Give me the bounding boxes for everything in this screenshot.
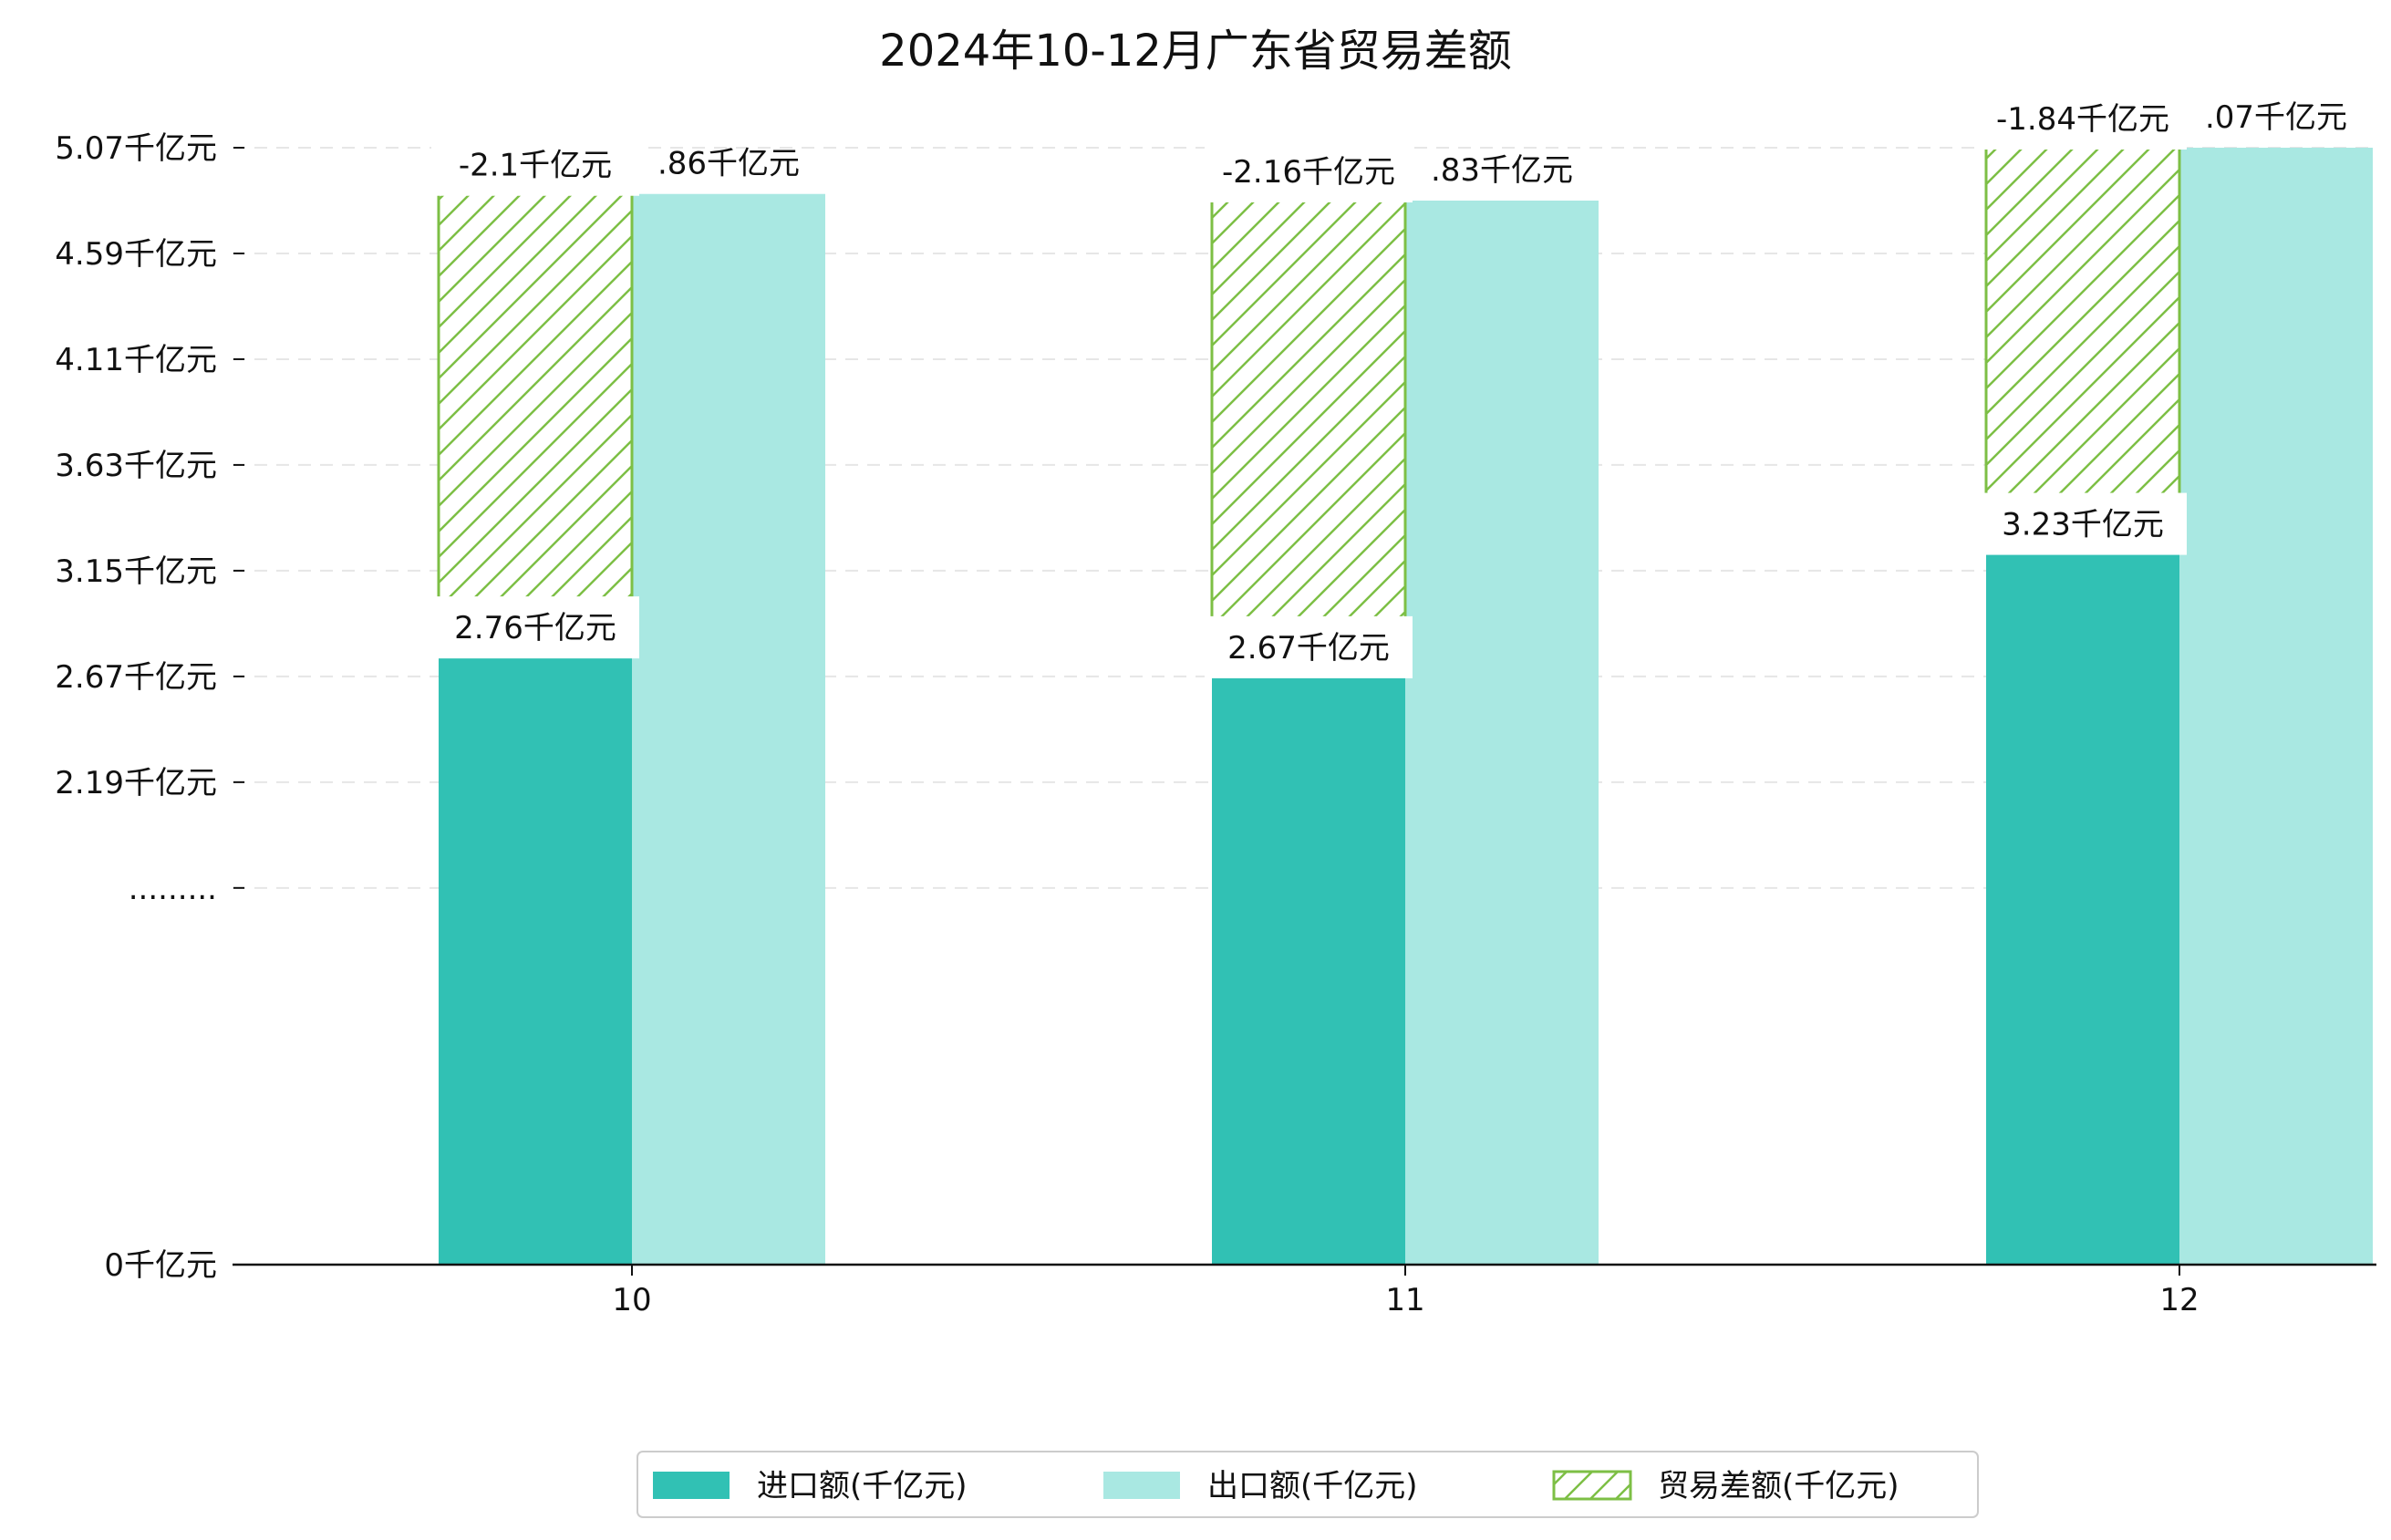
bar-label: .07千亿元 [2205,99,2347,136]
bar-label: .83千亿元 [1431,152,1573,189]
bar-label: -1.84千亿元 [1996,101,2169,138]
bar-label-background [431,596,639,659]
bar-export [2179,148,2373,1265]
legend-swatch [1552,1470,1632,1501]
legend: 进口额(千亿元) 出口额(千亿元) 贸易差额(千亿元) [637,1451,1979,1518]
bar-trade-balance [1984,146,2181,555]
bar-label-background [1205,615,1413,678]
y-tick-label: 3.63千亿元 [55,448,217,484]
bar-label: 2.76千亿元 [454,610,616,646]
bar-label: -2.1千亿元 [459,148,612,184]
axes: 0千亿元......... 2.19千亿元 2.67千亿元 3.15千亿元 3.63千亿… [55,130,2376,1318]
y-tick-label: 2.67千亿元 [55,659,217,696]
bar-label-background [1979,492,2187,555]
bar-import [1212,676,1405,1265]
bar-label-background [1205,140,1413,202]
bar-import [439,656,632,1265]
bar-import [1986,553,2179,1265]
bar-label: .86千亿元 [657,146,800,182]
legend-swatch [653,1472,730,1499]
chart-title: 2024年10-12月广东省贸易差额 [879,26,1512,77]
y-tick-label: 5.07千亿元 [55,130,217,167]
y-tick-label: 4.11千亿元 [55,342,217,378]
legend-label: 贸易差额(千亿元) [1658,1468,1899,1504]
bar-export [632,193,825,1266]
bars [437,146,2373,1266]
bar-label-background [1979,88,2187,150]
bar-label: 3.23千亿元 [2002,507,2164,543]
legend-label: 进口额(千亿元) [757,1468,968,1504]
bar-label-background [431,133,639,196]
y-tick-label: 0千亿元 [104,1247,217,1284]
bar-trade-balance [437,192,634,658]
y-tick-label: ......... [129,871,217,907]
bar-label: -2.16千亿元 [1222,154,1395,191]
bar-export [1405,200,1599,1265]
x-tick-label: 12 [2159,1282,2199,1318]
y-tick-label: 3.15千亿元 [55,553,217,590]
y-tick-label: 4.59千亿元 [55,236,217,273]
legend-label: 出口额(千亿元) [1207,1468,1418,1504]
x-tick-label: 11 [1385,1282,1424,1318]
y-tick-label: 2.19千亿元 [55,765,217,801]
legend-box [637,1451,1979,1518]
bar-trade-balance [1210,199,1407,678]
bar-labels: 2.76千亿元 -2.1千亿元 .86千亿元 2.67千亿元 -2.16千亿元 .83千亿… [431,88,2347,678]
bar-label: 2.67千亿元 [1227,630,1390,667]
legend-swatch [1103,1472,1180,1499]
x-tick-label: 10 [612,1282,651,1318]
